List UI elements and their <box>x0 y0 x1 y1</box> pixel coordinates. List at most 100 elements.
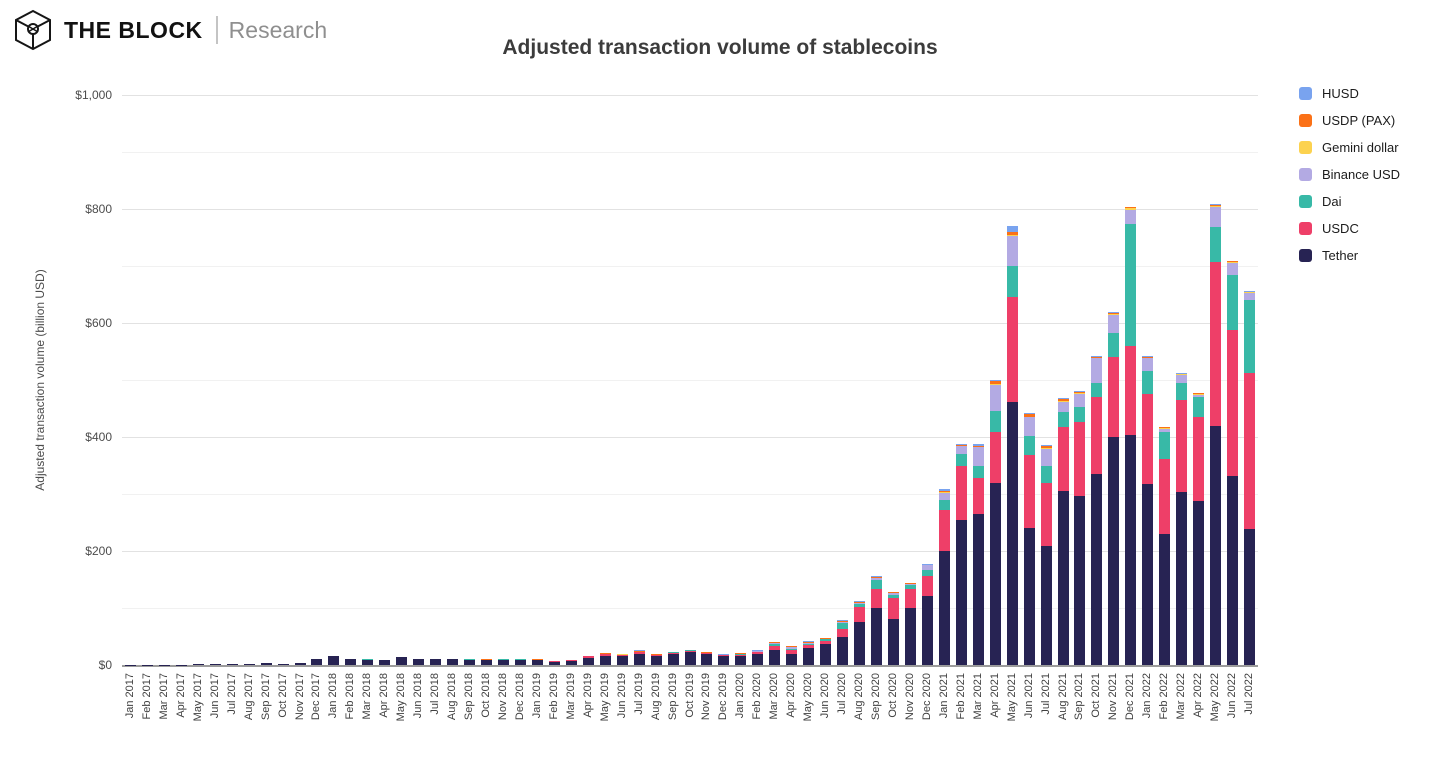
bar-segment-usdp-pax-[interactable] <box>497 658 509 660</box>
legend-item-binance-usd[interactable]: Binance USD <box>1299 168 1400 181</box>
bar-segment-usdc[interactable] <box>887 597 899 619</box>
bar-segment-husd[interactable] <box>1006 226 1018 232</box>
bar-segment-usdc[interactable] <box>803 645 815 649</box>
bar-jun-2017[interactable] <box>209 664 221 665</box>
bar-segment-usdc[interactable] <box>1091 397 1103 475</box>
bar-segment-binance-usd[interactable] <box>1176 374 1188 384</box>
bar-segment-tether[interactable] <box>1193 500 1205 665</box>
bar-segment-husd[interactable] <box>1125 206 1137 208</box>
bar-nov-2019[interactable] <box>701 652 713 665</box>
bar-segment-usdp-pax-[interactable] <box>904 583 916 584</box>
bar-segment-tether[interactable] <box>497 660 509 665</box>
bar-segment-husd[interactable] <box>1040 445 1052 447</box>
bar-segment-usdp-pax-[interactable] <box>1210 204 1222 206</box>
bar-oct-2017[interactable] <box>277 663 289 665</box>
bar-segment-usdp-pax-[interactable] <box>633 651 645 653</box>
bar-segment-dai[interactable] <box>820 639 832 641</box>
bar-segment-tether[interactable] <box>481 660 493 665</box>
bar-segment-dai[interactable] <box>803 643 815 646</box>
bar-segment-tether[interactable] <box>837 636 849 665</box>
bar-jan-2019[interactable] <box>531 659 543 665</box>
bar-mar-2020[interactable] <box>769 641 781 665</box>
bar-sep-2020[interactable] <box>871 576 882 665</box>
bar-segment-usdp-pax-[interactable] <box>887 592 899 594</box>
bar-segment-usdc[interactable] <box>972 478 984 514</box>
bar-segment-husd[interactable] <box>1091 356 1103 357</box>
bar-segment-tether[interactable] <box>514 660 526 665</box>
bar-segment-binance-usd[interactable] <box>1091 358 1103 384</box>
bar-segment-dai[interactable] <box>904 585 916 590</box>
bar-segment-usdc[interactable] <box>1006 297 1018 402</box>
bar-segment-usdc[interactable] <box>718 655 730 657</box>
bar-segment-tether[interactable] <box>820 643 832 665</box>
legend-item-husd[interactable]: HUSD <box>1299 87 1400 100</box>
bar-segment-binance-usd[interactable] <box>989 385 1001 412</box>
bar-segment-usdc[interactable] <box>599 654 611 656</box>
bar-segment-usdc[interactable] <box>633 652 645 655</box>
bar-segment-binance-usd[interactable] <box>837 621 849 624</box>
bar-segment-usdp-pax-[interactable] <box>921 564 933 566</box>
bar-segment-usdc[interactable] <box>1040 482 1052 546</box>
bar-segment-gemini-dollar[interactable] <box>1210 205 1222 207</box>
bar-segment-usdc[interactable] <box>854 607 866 622</box>
bar-may-2017[interactable] <box>192 664 204 665</box>
bar-segment-dai[interactable] <box>786 648 798 650</box>
bar-segment-usdp-pax-[interactable] <box>1244 291 1256 293</box>
bar-segment-usdc[interactable] <box>938 509 950 551</box>
bar-segment-tether[interactable] <box>786 653 798 665</box>
bar-segment-usdc[interactable] <box>582 656 594 658</box>
bar-jul-2022[interactable] <box>1244 291 1256 665</box>
bar-aug-2018[interactable] <box>447 658 459 665</box>
bar-segment-husd[interactable] <box>972 444 984 446</box>
bar-segment-tether[interactable] <box>413 658 425 665</box>
bar-segment-dai[interactable] <box>769 643 781 646</box>
bar-segment-usdc[interactable] <box>989 432 1001 483</box>
bar-segment-binance-usd[interactable] <box>854 602 866 605</box>
bar-segment-tether[interactable] <box>701 654 713 665</box>
bar-segment-usdc[interactable] <box>820 640 832 644</box>
bar-dec-2021[interactable] <box>1125 206 1137 665</box>
bar-segment-gemini-dollar[interactable] <box>1057 401 1069 402</box>
bar-segment-usdc[interactable] <box>667 652 679 655</box>
bar-segment-tether[interactable] <box>379 659 391 665</box>
bar-segment-tether[interactable] <box>1057 490 1069 665</box>
bar-apr-2021[interactable] <box>989 380 1001 665</box>
bar-segment-usdp-pax-[interactable] <box>599 653 611 655</box>
bar-segment-tether[interactable] <box>752 654 764 665</box>
bar-segment-binance-usd[interactable] <box>972 447 984 466</box>
bar-segment-usdp-pax-[interactable] <box>1006 231 1018 235</box>
bar-segment-dai[interactable] <box>1125 224 1137 347</box>
bar-nov-2018[interactable] <box>497 658 509 665</box>
bar-segment-husd[interactable] <box>1142 356 1154 357</box>
legend-item-usdp-pax-[interactable]: USDP (PAX) <box>1299 114 1400 127</box>
bar-segment-tether[interactable] <box>447 658 459 665</box>
bar-mar-2021[interactable] <box>972 444 984 665</box>
bar-segment-usdc[interactable] <box>1244 373 1256 530</box>
bar-segment-tether[interactable] <box>684 652 696 665</box>
bar-segment-usdp-pax-[interactable] <box>667 651 679 653</box>
bar-apr-2022[interactable] <box>1193 393 1205 665</box>
bar-mar-2019[interactable] <box>565 659 577 665</box>
bar-segment-tether[interactable] <box>887 618 899 665</box>
bar-segment-usdp-pax-[interactable] <box>531 659 543 660</box>
bar-segment-binance-usd[interactable] <box>803 642 815 644</box>
bar-sep-2021[interactable] <box>1074 391 1086 665</box>
bar-mar-2018[interactable] <box>362 659 374 665</box>
bar-segment-usdp-pax-[interactable] <box>786 646 798 648</box>
bar-segment-tether[interactable] <box>311 659 323 665</box>
bar-segment-tether[interactable] <box>362 659 374 665</box>
bar-segment-tether[interactable] <box>667 654 679 665</box>
bar-segment-tether[interactable] <box>430 658 442 665</box>
bar-segment-husd[interactable] <box>1210 203 1222 205</box>
bar-segment-tether[interactable] <box>243 663 255 665</box>
bar-segment-tether[interactable] <box>972 513 984 665</box>
bar-segment-binance-usd[interactable] <box>1074 393 1086 407</box>
bar-segment-usdp-pax-[interactable] <box>616 653 628 655</box>
bar-segment-gemini-dollar[interactable] <box>1091 357 1103 359</box>
bar-jun-2021[interactable] <box>1023 413 1035 665</box>
bar-segment-tether[interactable] <box>209 664 221 665</box>
bar-segment-binance-usd[interactable] <box>871 577 882 580</box>
bar-segment-binance-usd[interactable] <box>1142 358 1154 372</box>
bar-segment-dai[interactable] <box>1074 406 1086 423</box>
bar-segment-gemini-dollar[interactable] <box>1108 314 1120 316</box>
